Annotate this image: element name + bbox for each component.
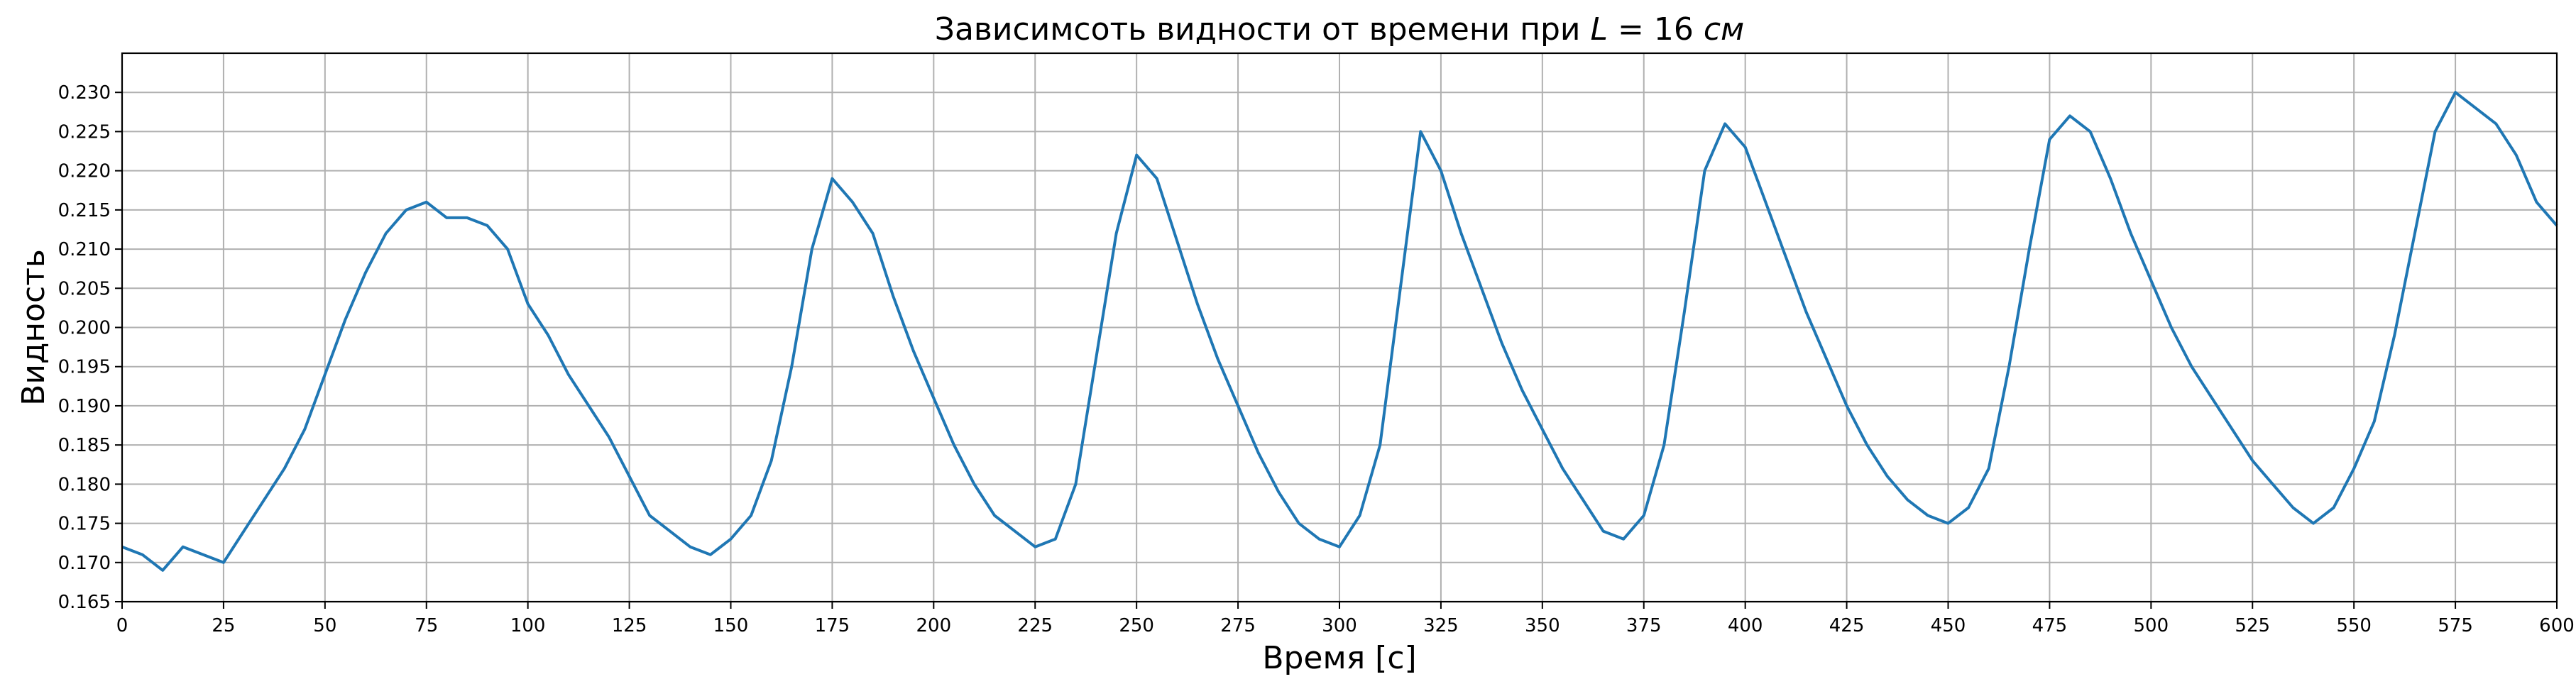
x-tick-label: 225 xyxy=(1017,615,1053,636)
y-tick-label: 0.210 xyxy=(58,239,111,260)
x-tick-label: 325 xyxy=(1423,615,1459,636)
y-tick-label: 0.165 xyxy=(58,592,111,613)
x-tick-label: 200 xyxy=(916,615,952,636)
y-tick-label: 0.195 xyxy=(58,357,111,378)
x-tick-label: 525 xyxy=(2235,615,2270,636)
x-tick-label: 275 xyxy=(1220,615,1256,636)
x-tick-label: 125 xyxy=(612,615,647,636)
y-axis-label: Видность xyxy=(16,249,52,406)
y-tick-label: 0.170 xyxy=(58,553,111,574)
grid xyxy=(121,53,2558,602)
x-tick-label: 500 xyxy=(2134,615,2169,636)
chart-title: Зависимсоть видности от времени при L = … xyxy=(935,11,1744,48)
y-tick-label: 0.190 xyxy=(58,396,111,417)
x-tick-label: 175 xyxy=(815,615,850,636)
x-tick-label: 300 xyxy=(1322,615,1357,636)
y-tick-label: 0.175 xyxy=(58,514,111,535)
series-layer xyxy=(121,91,2558,572)
chart-title-variable: L xyxy=(1591,11,1608,48)
chart-title-equals: = 16 xyxy=(1608,11,1704,48)
y-ticks: 0.165 0.170 0.175 0.180 0.185 0.190 0.195 0.200… xyxy=(58,82,122,613)
y-tick-label: 0.200 xyxy=(58,318,111,339)
x-tick-label: 0 xyxy=(116,615,128,636)
y-tick-label: 0.230 xyxy=(58,82,111,104)
x-tick-label: 100 xyxy=(510,615,546,636)
x-tick-label: 50 xyxy=(313,615,336,636)
y-tick-label: 0.180 xyxy=(58,474,111,495)
x-tick-label: 75 xyxy=(415,615,438,636)
x-ticks: 0 25 50 75 100 125 150 175 200 225 250 275 300 325 350… xyxy=(116,602,2575,636)
x-tick-label: 475 xyxy=(2032,615,2068,636)
series-line xyxy=(121,91,2558,572)
y-tick-label: 0.215 xyxy=(58,200,111,221)
chart-title-unit: см xyxy=(1704,11,1744,48)
x-tick-label: 400 xyxy=(1728,615,1763,636)
x-tick-label: 25 xyxy=(212,615,235,636)
x-tick-label: 600 xyxy=(2539,615,2575,636)
chart-title-prefix: Зависимсоть видности от времени при xyxy=(935,11,1591,48)
x-tick-label: 575 xyxy=(2438,615,2473,636)
x-tick-label: 425 xyxy=(1829,615,1865,636)
x-tick-label: 350 xyxy=(1525,615,1560,636)
y-tick-label: 0.185 xyxy=(58,435,111,456)
x-tick-label: 250 xyxy=(1119,615,1154,636)
x-tick-label: 550 xyxy=(2336,615,2372,636)
x-axis-label: Время [с] xyxy=(1262,640,1416,676)
x-tick-label: 375 xyxy=(1626,615,1662,636)
y-tick-label: 0.225 xyxy=(58,121,111,143)
x-tick-label: 150 xyxy=(713,615,749,636)
y-tick-label: 0.220 xyxy=(58,161,111,182)
y-tick-label: 0.205 xyxy=(58,278,111,299)
x-tick-label: 450 xyxy=(1931,615,1966,636)
